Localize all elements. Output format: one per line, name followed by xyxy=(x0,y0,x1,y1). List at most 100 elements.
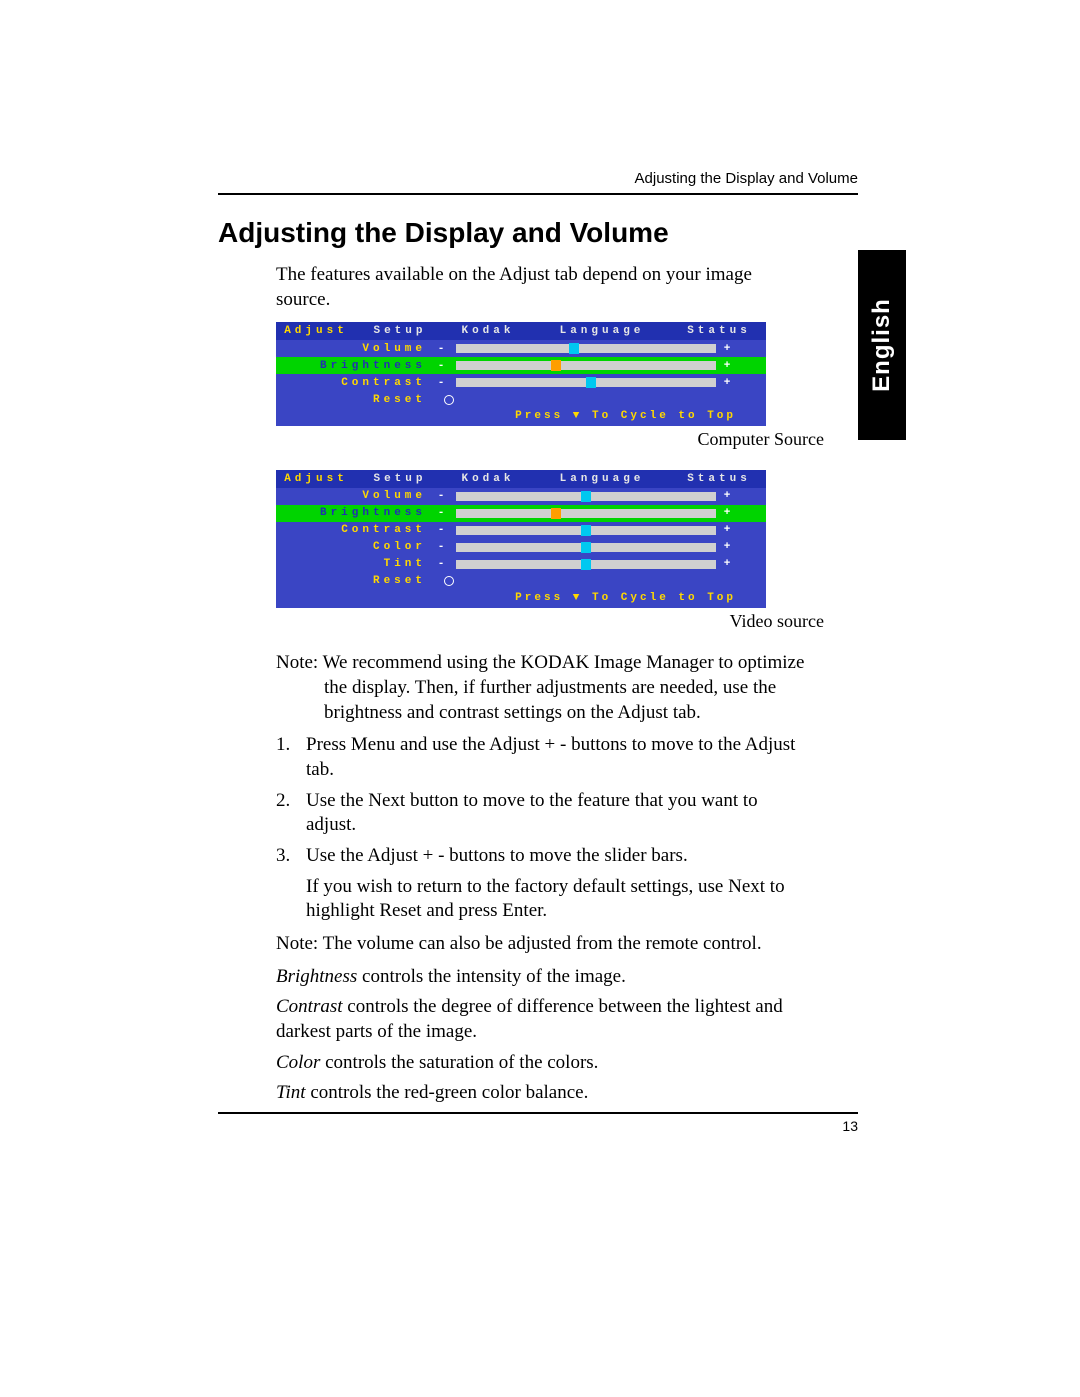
osd-row: Volume-+ xyxy=(276,340,766,357)
osd-row: Brightness- + xyxy=(276,505,766,522)
step-item: 2.Use the Next button to move to the fea… xyxy=(276,789,806,838)
steps-list: 1.Press Menu and use the Adjust + - butt… xyxy=(276,733,806,924)
osd-radio xyxy=(444,576,454,586)
step-number: 1. xyxy=(276,733,306,782)
page-title: Adjusting the Display and Volume xyxy=(218,217,858,249)
osd-row: Brightness-+ xyxy=(276,357,766,374)
definition-term: Brightness xyxy=(276,966,357,987)
plus-icon: + xyxy=(720,558,738,570)
osd-tab-adjust: Adjust xyxy=(276,473,356,485)
plus-icon: + xyxy=(720,524,738,536)
osd-row-label: Reset xyxy=(276,394,434,406)
language-tab-label: English xyxy=(868,298,896,392)
osd-slider-track xyxy=(456,378,716,387)
page-number: 13 xyxy=(218,1118,858,1134)
plus-icon: + xyxy=(720,377,738,389)
osd-row: Volume- + xyxy=(276,488,766,505)
note-text: We recommend using the KODAK Image Manag… xyxy=(323,652,805,673)
osd-slider-track xyxy=(456,361,716,370)
language-tab: English xyxy=(858,250,906,440)
osd-row: Contrast- + xyxy=(276,522,766,539)
osd-tab-language: Language xyxy=(532,473,672,485)
osd-row-label: Volume xyxy=(276,343,434,355)
minus-icon: - xyxy=(434,360,452,372)
osd-caption-1: Computer Source xyxy=(276,428,824,451)
definition: Brightness controls the intensity of the… xyxy=(276,965,806,990)
minus-icon: - xyxy=(434,524,452,536)
step-extra-text: If you wish to return to the factory def… xyxy=(306,875,806,924)
osd-tab-language: Language xyxy=(532,325,672,337)
definition-text: controls the intensity of the image. xyxy=(357,966,626,987)
definition-term: Tint xyxy=(276,1082,306,1103)
osd-slider-thumb xyxy=(569,343,579,354)
osd-slider-track xyxy=(456,543,716,552)
header-rule xyxy=(218,193,858,195)
osd-row-label: Color xyxy=(276,541,434,553)
minus-icon: - xyxy=(434,490,452,502)
osd-tab-setup: Setup xyxy=(356,325,444,337)
osd-footer: Press ▼ To Cycle to Top xyxy=(276,408,766,426)
step-item: 1.Press Menu and use the Adjust + - butt… xyxy=(276,733,806,782)
osd-caption-2: Video source xyxy=(276,610,824,633)
definition-term: Contrast xyxy=(276,996,343,1017)
osd-slider-track xyxy=(456,344,716,353)
minus-icon: - xyxy=(434,343,452,355)
step-number: 3. xyxy=(276,844,306,869)
osd-row: Color-+ xyxy=(276,539,766,556)
plus-icon: + xyxy=(720,490,738,502)
osd-slider-thumb xyxy=(586,377,596,388)
definition-text: controls the saturation of the colors. xyxy=(320,1052,598,1073)
plus-icon: + xyxy=(720,507,738,519)
osd-row-label: Brightness xyxy=(276,507,434,519)
osd-slider-track xyxy=(456,560,716,569)
osd-slider-thumb xyxy=(581,491,591,502)
osd-row: Reset xyxy=(276,391,766,408)
step-extra: If you wish to return to the factory def… xyxy=(276,875,806,924)
minus-icon: - xyxy=(434,558,452,570)
osd-panel-computer: Adjust Setup Kodak Language Status Volum… xyxy=(276,322,766,426)
note-prefix: Note: xyxy=(276,652,318,673)
osd-slider-track xyxy=(456,526,716,535)
definition-text: controls the red-green color balance. xyxy=(306,1082,589,1103)
osd-slider-thumb xyxy=(581,525,591,536)
osd-row-label: Contrast xyxy=(276,524,434,536)
osd-row-label: Reset xyxy=(276,575,434,587)
osd-row-label: Brightness xyxy=(276,360,434,372)
definition: Contrast controls the degree of differen… xyxy=(276,995,806,1044)
osd-slider-thumb xyxy=(581,542,591,553)
note-text-cont: the display. Then, if further adjustment… xyxy=(276,676,806,725)
osd-tab-kodak: Kodak xyxy=(444,325,532,337)
step-number: 2. xyxy=(276,789,306,838)
step-text: Use the Adjust + - buttons to move the s… xyxy=(306,844,806,869)
osd-tab-setup: Setup xyxy=(356,473,444,485)
running-header: Adjusting the Display and Volume xyxy=(218,170,858,193)
osd-footer: Press ▼ To Cycle to Top xyxy=(276,590,766,608)
osd-tabs: Adjust Setup Kodak Language Status xyxy=(276,470,766,488)
note-2: Note: The volume can also be adjusted fr… xyxy=(276,932,806,957)
osd-slider-thumb xyxy=(551,508,561,519)
osd-row: Tint- + xyxy=(276,556,766,573)
osd-slider-thumb xyxy=(551,360,561,371)
osd-row-label: Volume xyxy=(276,490,434,502)
definition: Color controls the saturation of the col… xyxy=(276,1051,806,1076)
osd-row: Contrast- + xyxy=(276,374,766,391)
osd-slider-track xyxy=(456,509,716,518)
osd-tabs: Adjust Setup Kodak Language Status xyxy=(276,322,766,340)
minus-icon: - xyxy=(434,377,452,389)
osd-tab-status: Status xyxy=(672,473,766,485)
minus-icon: - xyxy=(434,541,452,553)
osd-slider-track xyxy=(456,492,716,501)
definition: Tint controls the red-green color balanc… xyxy=(276,1081,806,1106)
note-1: Note: We recommend using the KODAK Image… xyxy=(276,651,806,725)
osd-row: Reset xyxy=(276,573,766,590)
osd-slider-thumb xyxy=(581,559,591,570)
osd-row-label: Tint xyxy=(276,558,434,570)
osd-tab-status: Status xyxy=(672,325,766,337)
definition-text: controls the degree of difference betwee… xyxy=(276,996,783,1042)
osd-tab-adjust: Adjust xyxy=(276,325,356,337)
step-item: 3.Use the Adjust + - buttons to move the… xyxy=(276,844,806,869)
osd-row-label: Contrast xyxy=(276,377,434,389)
minus-icon: - xyxy=(434,507,452,519)
intro-text: The features available on the Adjust tab… xyxy=(276,263,776,312)
step-text: Use the Next button to move to the featu… xyxy=(306,789,806,838)
